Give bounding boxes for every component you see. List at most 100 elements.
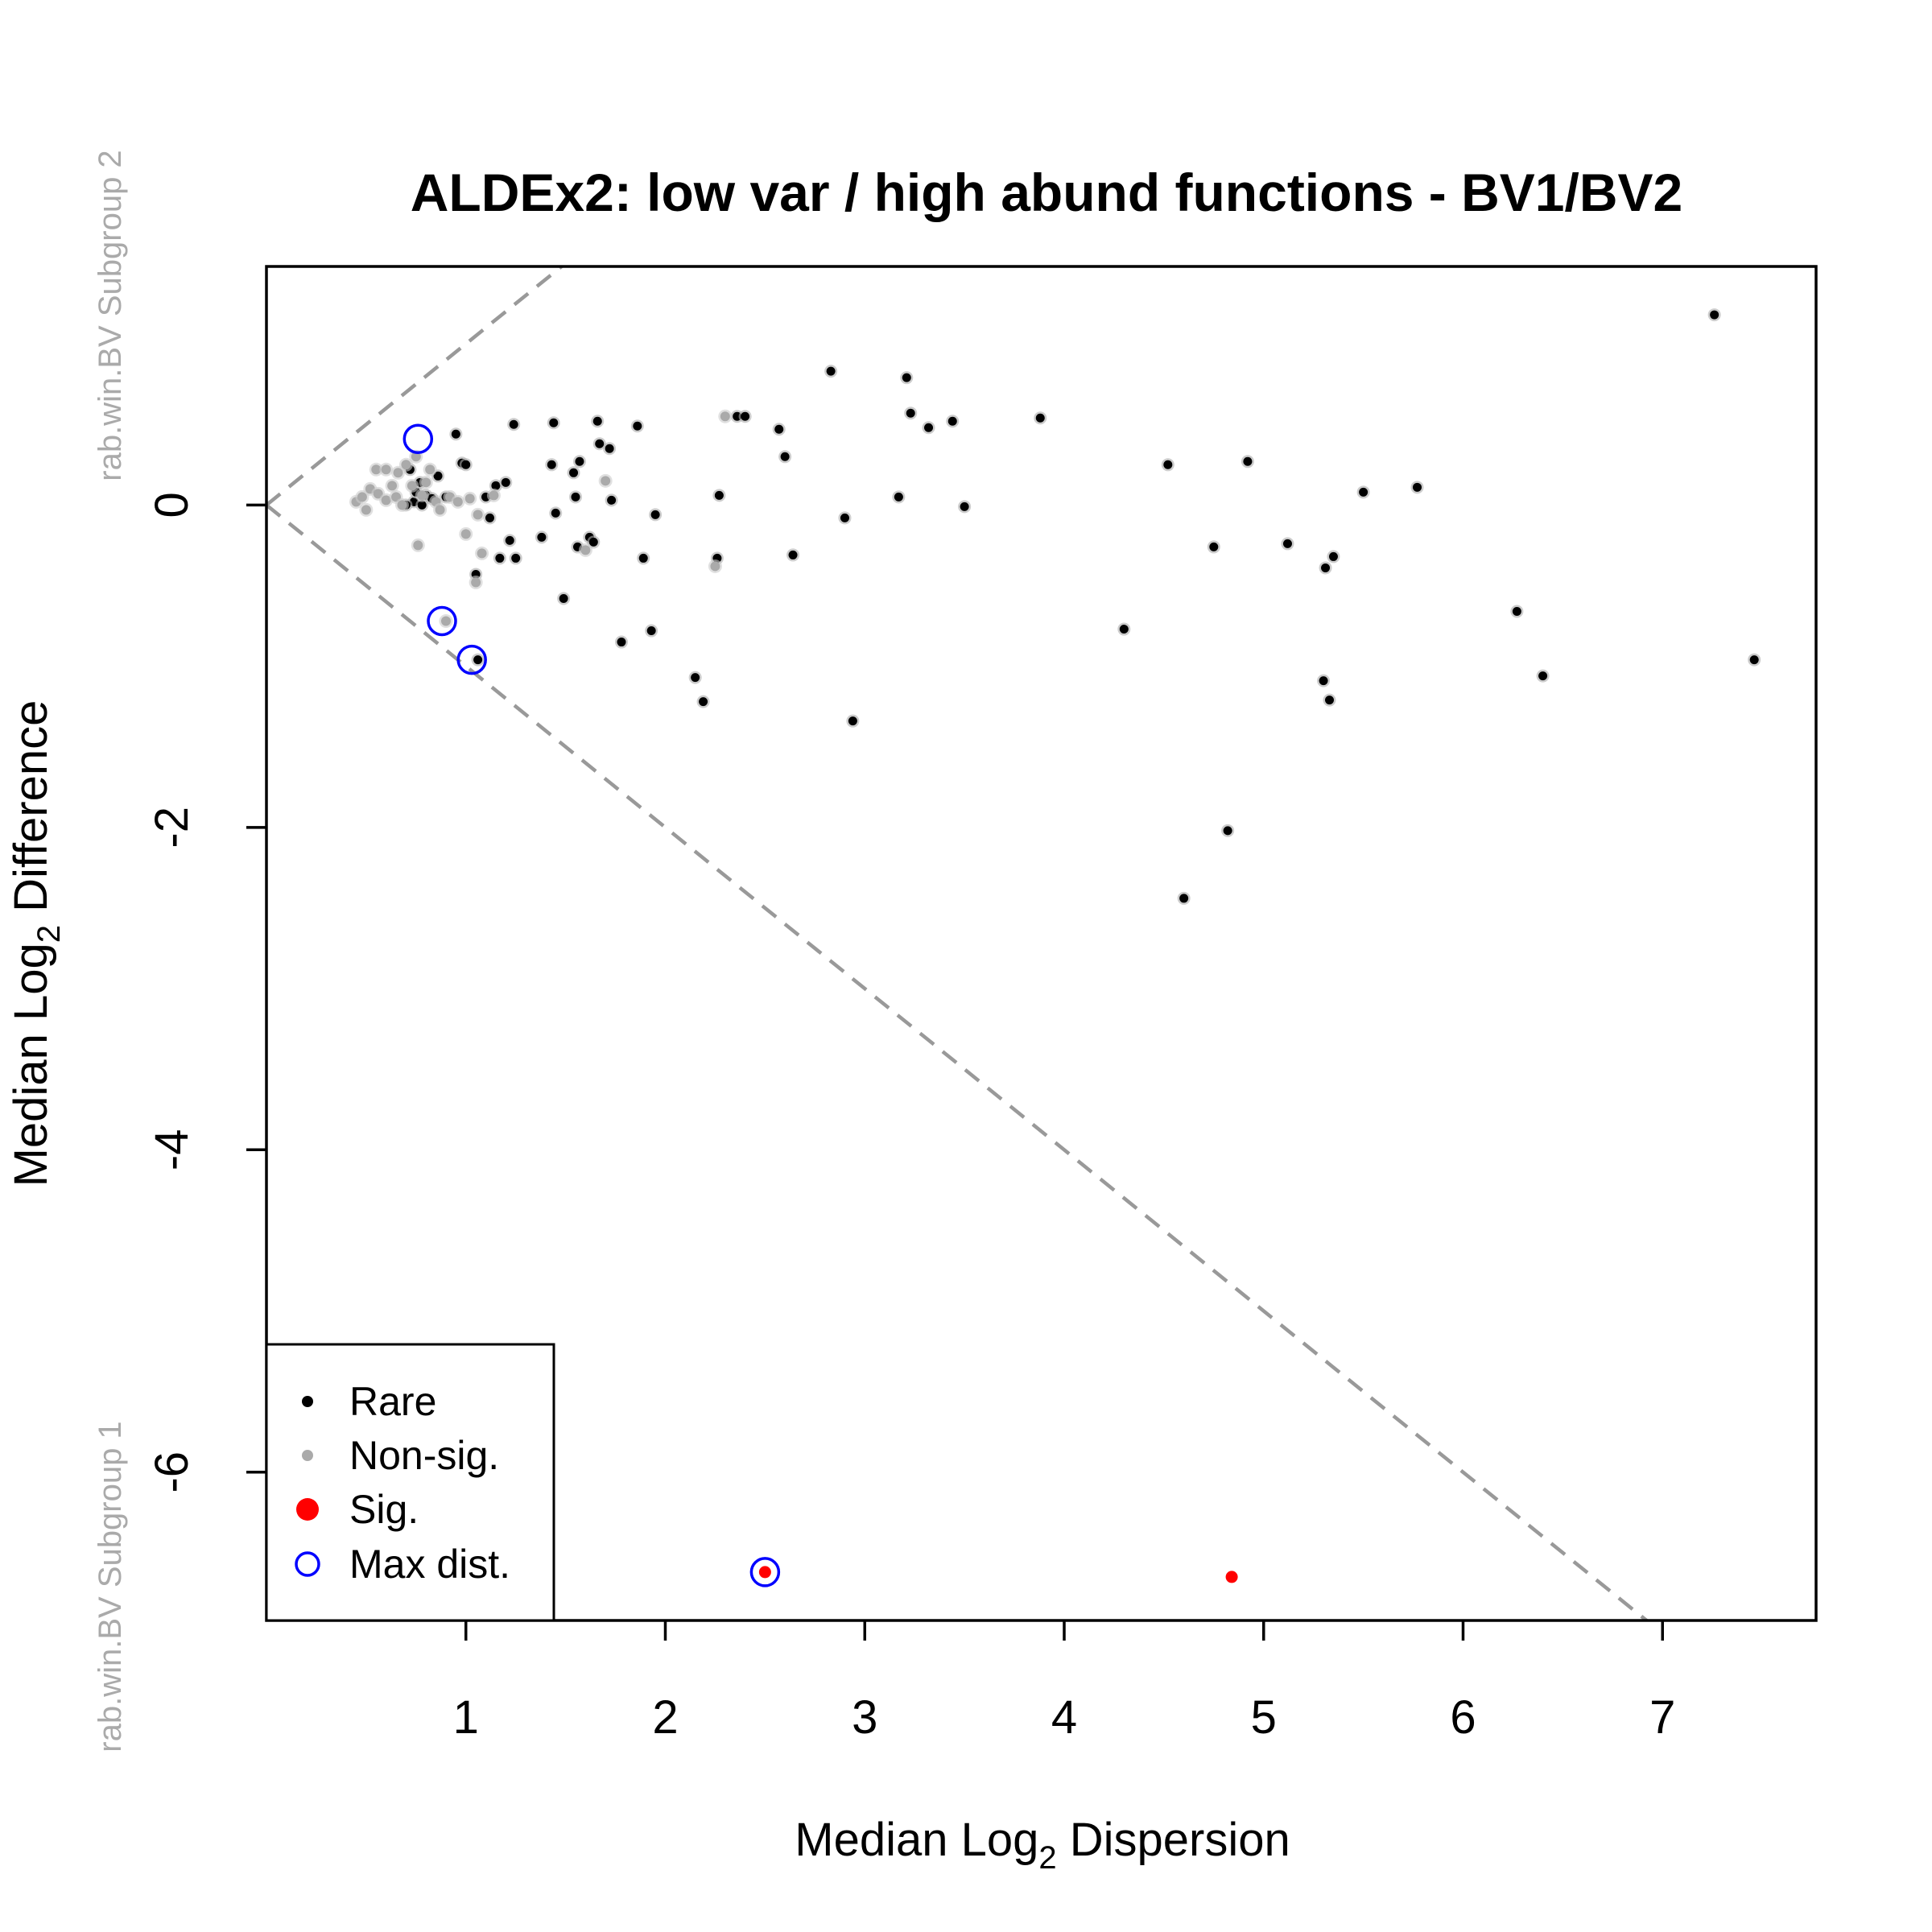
point-rare xyxy=(774,424,784,434)
point-non-sig xyxy=(421,477,431,488)
point-rare xyxy=(501,477,510,487)
point-rare xyxy=(575,456,584,466)
point-rare xyxy=(569,468,579,477)
x-tick-label: 4 xyxy=(1051,1691,1077,1744)
y-axis-label-pre: Median Log xyxy=(5,943,57,1187)
point-rare xyxy=(451,429,460,439)
point-rare xyxy=(547,460,556,469)
point-sig xyxy=(1225,1571,1238,1583)
x-tick-label: 7 xyxy=(1649,1691,1675,1744)
point-rare xyxy=(559,593,568,603)
point-non-sig xyxy=(452,497,463,507)
point-non-sig xyxy=(601,476,611,486)
point-non-sig xyxy=(407,481,417,491)
point-rare xyxy=(1324,696,1334,705)
group-label-top: rab.win.BV Subgroup 2 xyxy=(93,150,128,481)
point-non-sig xyxy=(401,460,411,470)
point-rare xyxy=(960,502,969,511)
point-non-sig xyxy=(580,545,591,555)
point-max-dist xyxy=(427,605,457,637)
x-tick-label: 1 xyxy=(453,1691,479,1744)
point-rare xyxy=(537,532,547,542)
y-axis: 0 -2 -4 -6 xyxy=(146,492,266,1493)
point-non-sig xyxy=(464,493,475,504)
chart-title: ALDEx2: low var / high abund functions -… xyxy=(411,163,1683,222)
point-rare xyxy=(894,492,903,502)
point-non-sig xyxy=(720,411,730,422)
point-rare xyxy=(826,366,836,376)
point-max-dist xyxy=(749,1557,781,1587)
point-rare xyxy=(433,471,443,481)
point-rare xyxy=(549,418,559,427)
point-rare xyxy=(1359,487,1368,497)
legend-label-rare: Rare xyxy=(349,1379,436,1424)
point-non-sig xyxy=(417,490,427,501)
y-axis-label-post: Difference xyxy=(5,700,57,925)
point-sig xyxy=(758,1566,771,1579)
legend-marker-rare xyxy=(302,1396,313,1407)
point-rare xyxy=(1413,482,1422,492)
x-tick-label: 2 xyxy=(652,1691,678,1744)
point-non-sig xyxy=(413,540,423,551)
point-non-sig xyxy=(473,510,483,520)
point-rare xyxy=(1035,413,1045,423)
y-axis-label: Median Log2 Difference xyxy=(5,700,67,1187)
x-axis: 1 2 3 4 5 6 7 xyxy=(453,1620,1675,1744)
point-rare xyxy=(473,655,483,665)
point-rare xyxy=(588,537,598,547)
point-non-sig xyxy=(393,468,403,478)
reference-line-positive xyxy=(266,266,565,507)
x-axis-label-sub: 2 xyxy=(1038,1840,1056,1876)
legend-marker-max-dist xyxy=(295,1551,320,1577)
point-rare xyxy=(1209,542,1219,551)
point-rare xyxy=(1538,671,1548,681)
point-rare xyxy=(495,553,505,563)
data-points xyxy=(349,308,1761,1587)
point-non-sig xyxy=(381,495,391,506)
point-rare xyxy=(902,373,911,382)
point-rare xyxy=(691,673,700,683)
point-rare xyxy=(840,513,849,522)
point-non-sig xyxy=(440,616,451,626)
x-axis-label-post: Dispersion xyxy=(1057,1814,1290,1866)
point-rare xyxy=(780,452,790,461)
point-rare xyxy=(461,460,471,469)
point-rare xyxy=(633,421,642,431)
point-rare xyxy=(1321,563,1331,572)
point-non-sig xyxy=(361,505,371,515)
point-non-sig xyxy=(471,577,481,588)
point-non-sig xyxy=(425,464,436,475)
point-rare xyxy=(617,638,626,647)
point-rare xyxy=(1243,456,1253,466)
point-non-sig xyxy=(397,500,407,510)
point-non-sig xyxy=(710,561,720,572)
point-rare xyxy=(1328,551,1338,561)
point-rare xyxy=(1282,539,1292,548)
legend: Rare Non-sig. Sig. Max dist. xyxy=(265,1343,555,1622)
point-rare xyxy=(491,481,501,490)
point-rare xyxy=(595,439,605,448)
plot-frame xyxy=(265,265,1818,1622)
point-rare xyxy=(505,535,514,545)
point-rare xyxy=(1749,655,1759,665)
point-rare xyxy=(509,419,518,429)
point-rare xyxy=(1119,625,1129,634)
point-rare xyxy=(947,416,957,426)
point-rare xyxy=(511,553,521,563)
point-non-sig xyxy=(373,489,383,499)
point-non-sig xyxy=(357,492,367,502)
reference-lines xyxy=(266,266,1649,1620)
x-axis-label-pre: Median Log xyxy=(795,1814,1038,1866)
point-rare xyxy=(1319,676,1328,686)
point-rare xyxy=(485,513,494,522)
reference-line-negative xyxy=(266,503,1649,1620)
point-rare xyxy=(605,444,614,453)
point-non-sig xyxy=(489,490,499,501)
point-rare xyxy=(1179,894,1189,903)
point-rare xyxy=(646,626,656,636)
legend-label-sig: Sig. xyxy=(349,1487,419,1532)
legend-label-non-sig: Non-sig. xyxy=(349,1433,499,1478)
legend-label-max-dist: Max dist. xyxy=(349,1542,510,1587)
